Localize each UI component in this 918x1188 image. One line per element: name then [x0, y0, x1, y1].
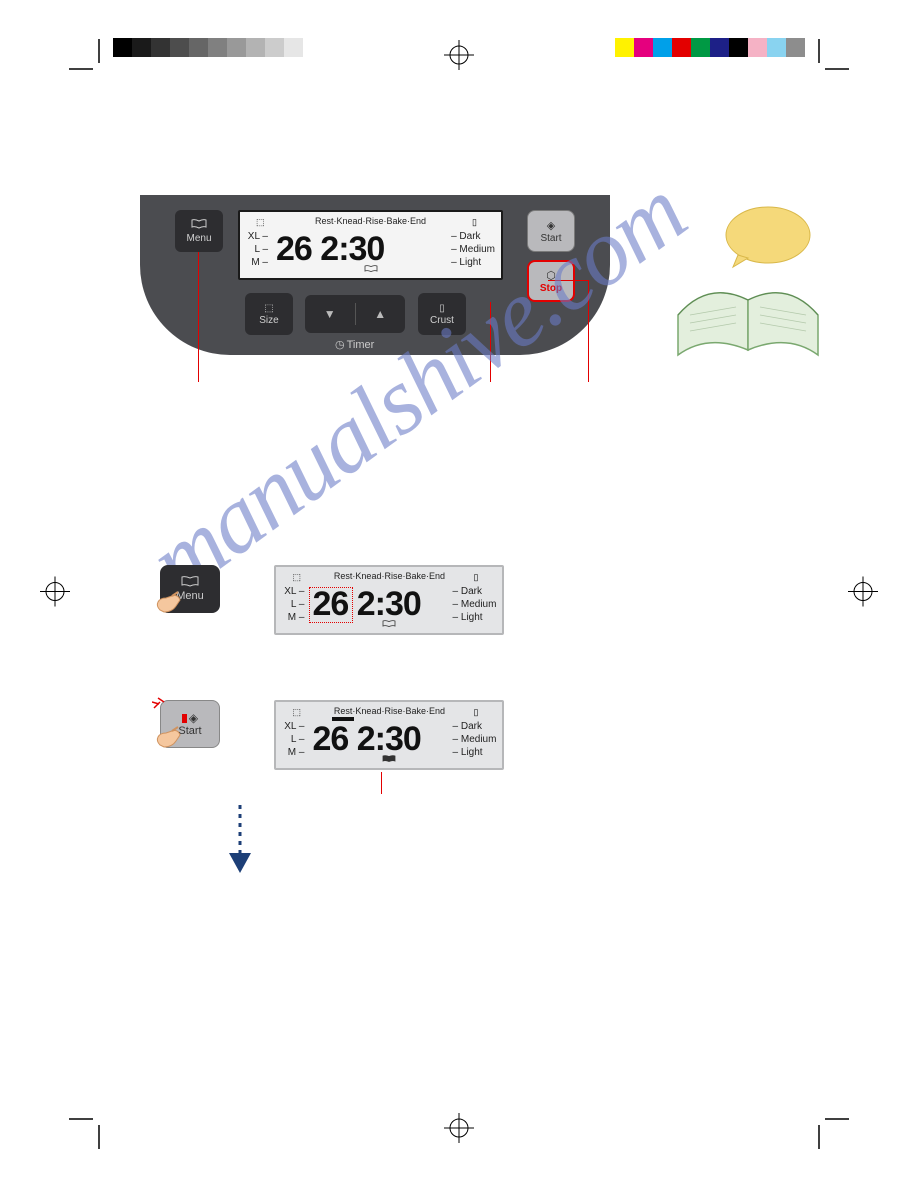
callout-line-stop [490, 302, 491, 382]
blink-lines-icon [152, 692, 170, 710]
color-bar [615, 38, 805, 57]
start-button[interactable]: ◈ Start [527, 210, 575, 252]
start-icon: ◈ [189, 711, 198, 725]
book-icon [181, 576, 199, 590]
step-menu: Menu Rest·Knead·Rise·Bake·End ⬚ ▯ XL – L… [160, 565, 504, 635]
lcd-display-main: Rest·Knead·Rise·Bake·End ⬚ ▯ XL – L – M … [238, 210, 503, 280]
crop-mark-tr [813, 39, 849, 75]
crust-icon: ▯ [472, 217, 477, 228]
size-label: Size [259, 315, 278, 326]
step-start: ◈ Start Rest·Knead·Rise·Bake·End ⬚ ▯ XL … [160, 700, 504, 770]
lcd-numbers: 26 2:30 [276, 230, 384, 269]
lcd-display-step1: Rest·Knead·Rise·Bake·End ⬚ ▯ XL – L – M … [274, 565, 504, 635]
crop-mark-br [813, 1113, 849, 1149]
loaf-icon: ⬚ [264, 303, 273, 314]
menu-label: Menu [186, 233, 211, 244]
timer-label: ◷Timer [335, 338, 374, 351]
grayscale-bar [113, 38, 322, 57]
callout-line-stop-h [548, 280, 588, 281]
timer-arrows[interactable]: ▼ ▲ [305, 295, 405, 333]
stop-button[interactable]: ⬡ Stop [527, 260, 575, 302]
crust-label: Crust [430, 315, 454, 326]
clock-icon: ◷ [335, 338, 345, 351]
start-label: Start [540, 233, 561, 244]
menu-button[interactable]: Menu [175, 210, 223, 252]
hand-pointer-icon [154, 590, 188, 623]
up-arrow-button[interactable]: ▲ [356, 295, 406, 333]
bread-icon: ▯ [439, 303, 445, 314]
led-indicator [182, 714, 187, 723]
callout-line-stop-v [588, 280, 589, 382]
callout-line-time [381, 772, 382, 794]
start-icon: ◈ [547, 219, 555, 232]
registration-mark-bottom [444, 1113, 474, 1148]
lcd-sizes: XL – L – M – [246, 230, 268, 269]
size-button[interactable]: ⬚ Size [245, 293, 293, 335]
control-panel: Menu ◈ Start ⬡ Stop Rest·Knead·Rise·Bake… [140, 195, 610, 355]
registration-mark-left [40, 577, 70, 612]
callout-line-menu [198, 252, 199, 382]
highlight-menu-num [309, 587, 353, 623]
loaf-icon: ⬚ [256, 217, 265, 228]
crust-button[interactable]: ▯ Crust [418, 293, 466, 335]
lcd-book-icon [364, 265, 378, 276]
lcd-crusts: – Dark – Medium – Light [451, 230, 495, 269]
down-arrow-button[interactable]: ▼ [305, 295, 355, 333]
registration-mark-right [848, 577, 878, 612]
recipe-book-graphic [668, 205, 828, 365]
registration-mark-top [444, 40, 474, 75]
flow-arrow-down [225, 805, 255, 880]
crop-mark-tl [69, 39, 105, 75]
stop-label: Stop [540, 283, 562, 294]
book-icon [191, 219, 207, 232]
lcd-display-step2: Rest·Knead·Rise·Bake·End ⬚ ▯ XL – L – M … [274, 700, 504, 770]
hand-pointer-icon [154, 725, 188, 758]
crop-mark-bl [69, 1113, 105, 1149]
lcd-stages: Rest·Knead·Rise·Bake·End [240, 216, 501, 226]
